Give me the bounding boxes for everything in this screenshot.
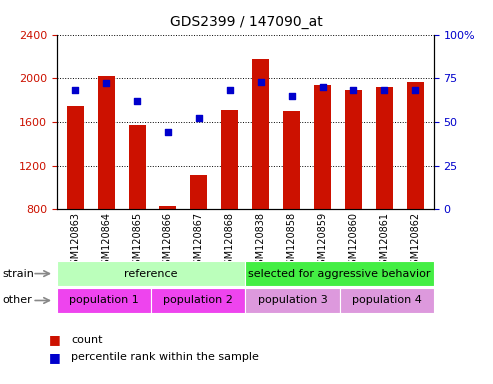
Point [350, 88, 357, 94]
Point [195, 115, 203, 121]
Text: reference: reference [124, 268, 178, 279]
Bar [345, 90, 362, 209]
Text: population 4: population 4 [352, 295, 422, 306]
Point [288, 93, 296, 99]
Text: population 1: population 1 [69, 295, 139, 306]
Bar [67, 106, 84, 209]
Bar [245, 288, 340, 313]
Bar [252, 59, 269, 209]
Point [71, 88, 79, 94]
Bar [98, 76, 115, 209]
Bar [57, 288, 151, 313]
Text: strain: strain [2, 268, 35, 279]
Text: ■: ■ [49, 351, 61, 364]
Bar [283, 111, 300, 209]
Bar [245, 261, 434, 286]
Bar [340, 288, 434, 313]
Bar [159, 206, 176, 209]
Point [102, 80, 110, 86]
Text: selected for aggressive behavior: selected for aggressive behavior [248, 268, 431, 279]
Bar [376, 87, 393, 209]
Bar [407, 81, 424, 209]
Bar [314, 85, 331, 209]
Point [257, 79, 265, 85]
Text: count: count [71, 335, 103, 345]
Bar [129, 125, 145, 209]
Point [164, 129, 172, 136]
Bar [57, 261, 245, 286]
Text: GDS2399 / 147090_at: GDS2399 / 147090_at [170, 15, 323, 29]
Bar [221, 110, 238, 209]
Text: population 2: population 2 [163, 295, 233, 306]
Point [381, 88, 388, 94]
Point [133, 98, 141, 104]
Text: ■: ■ [49, 333, 61, 346]
Point [226, 88, 234, 94]
Text: other: other [2, 295, 32, 306]
Text: population 3: population 3 [257, 295, 327, 306]
Bar [190, 175, 208, 209]
Text: percentile rank within the sample: percentile rank within the sample [71, 352, 259, 362]
Point [318, 84, 326, 90]
Point [411, 88, 419, 94]
Bar [151, 288, 245, 313]
